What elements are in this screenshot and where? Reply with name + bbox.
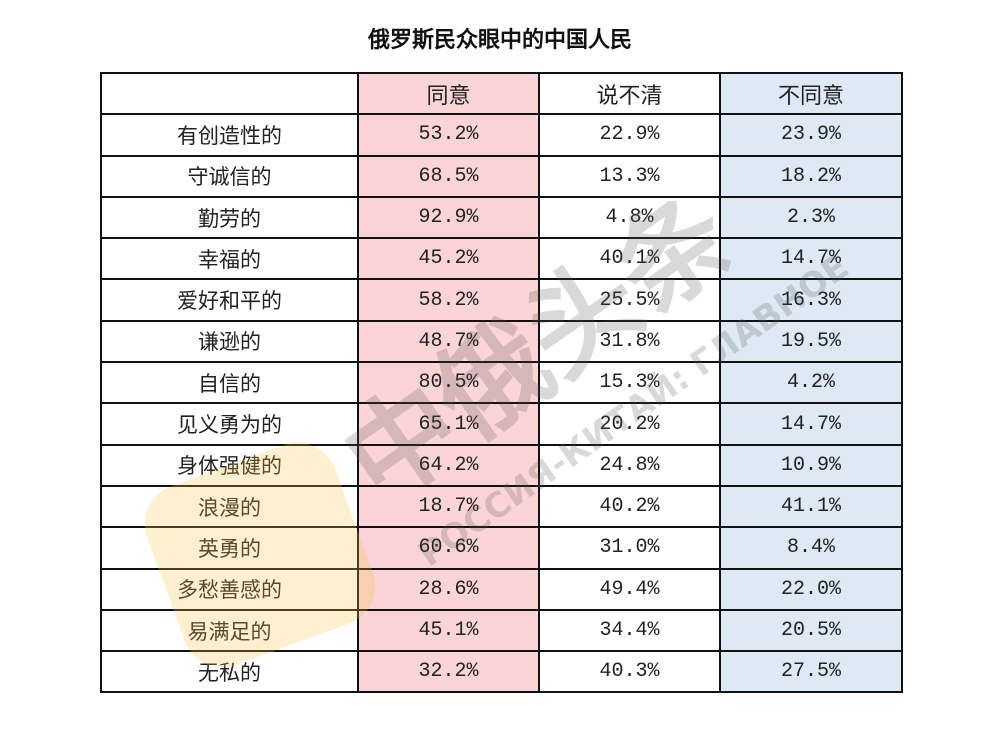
table-row: 幸福的 45.2% 40.1% 14.7%: [100, 237, 903, 281]
value-cell: 15.3%: [538, 361, 721, 405]
value-cell: 31.0%: [538, 526, 721, 570]
value-cell: 80.5%: [357, 361, 540, 405]
value-cell: 16.3%: [719, 278, 903, 322]
value-cell: 31.8%: [538, 319, 721, 364]
value-cell: 8.4%: [719, 526, 903, 570]
table-row: 守诚信的 68.5% 13.3% 18.2%: [100, 154, 903, 198]
value-cell: 40.3%: [538, 650, 721, 694]
row-label: 英勇的: [100, 526, 359, 570]
value-cell: 23.9%: [719, 113, 903, 157]
table-row: 浪漫的 18.7% 40.2% 41.1%: [100, 484, 903, 529]
value-cell: 53.2%: [357, 113, 540, 157]
table-row: 多愁善感的 28.6% 49.4% 22.0%: [100, 567, 903, 611]
value-cell: 2.3%: [719, 195, 903, 240]
survey-table: 同意 说不清 不同意 有创造性的 53.2% 22.9% 23.9% 守诚信的 68.5%…: [100, 71, 903, 694]
row-label: 无私的: [100, 650, 359, 694]
value-cell: 22.9%: [538, 113, 721, 157]
table-row: 英勇的 60.6% 31.0% 8.4%: [100, 526, 903, 570]
row-label: 自信的: [100, 361, 359, 405]
table-row: 见义勇为的 65.1% 20.2% 14.7%: [100, 402, 903, 446]
row-label: 守诚信的: [100, 154, 359, 198]
value-cell: 25.5%: [538, 278, 721, 322]
value-cell: 27.5%: [719, 650, 903, 694]
value-cell: 10.9%: [719, 443, 903, 487]
value-cell: 20.5%: [719, 608, 903, 653]
value-cell: 65.1%: [357, 402, 540, 446]
column-header: 说不清: [538, 71, 721, 116]
value-cell: 49.4%: [538, 567, 721, 611]
value-cell: 45.1%: [357, 608, 540, 653]
value-cell: 13.3%: [538, 154, 721, 198]
value-cell: 24.8%: [538, 443, 721, 487]
value-cell: 34.4%: [538, 608, 721, 653]
row-label: 浪漫的: [100, 484, 359, 529]
value-cell: 22.0%: [719, 567, 903, 611]
column-header: 不同意: [719, 71, 903, 116]
table-row: 身体强健的 64.2% 24.8% 10.9%: [100, 443, 903, 487]
row-label: 易满足的: [100, 608, 359, 653]
row-label: 多愁善感的: [100, 567, 359, 611]
value-cell: 18.7%: [357, 484, 540, 529]
value-cell: 40.1%: [538, 237, 721, 281]
value-cell: 14.7%: [719, 237, 903, 281]
value-cell: 4.8%: [538, 195, 721, 240]
table-row: 易满足的 45.1% 34.4% 20.5%: [100, 608, 903, 653]
value-cell: 92.9%: [357, 195, 540, 240]
row-label: 见义勇为的: [100, 402, 359, 446]
value-cell: 45.2%: [357, 237, 540, 281]
row-label: 谦逊的: [100, 319, 359, 364]
row-label: 身体强健的: [100, 443, 359, 487]
row-label: 勤劳的: [100, 195, 359, 240]
value-cell: 19.5%: [719, 319, 903, 364]
table-row: 有创造性的 53.2% 22.9% 23.9%: [100, 113, 903, 157]
value-cell: 40.2%: [538, 484, 721, 529]
value-cell: 20.2%: [538, 402, 721, 446]
value-cell: 14.7%: [719, 402, 903, 446]
value-cell: 48.7%: [357, 319, 540, 364]
table-row: 爱好和平的 58.2% 25.5% 16.3%: [100, 278, 903, 322]
table-row: 自信的 80.5% 15.3% 4.2%: [100, 361, 903, 405]
value-cell: 68.5%: [357, 154, 540, 198]
value-cell: 60.6%: [357, 526, 540, 570]
corner-cell: [100, 71, 359, 116]
title: 俄罗斯民众眼中的中国人民: [367, 28, 632, 53]
table-row: 无私的 32.2% 40.3% 27.5%: [100, 650, 903, 694]
value-cell: 28.6%: [357, 567, 540, 611]
value-cell: 41.1%: [719, 484, 903, 529]
row-label: 爱好和平的: [100, 278, 359, 322]
value-cell: 58.2%: [357, 278, 540, 322]
value-cell: 18.2%: [719, 154, 903, 198]
value-cell: 32.2%: [357, 650, 540, 694]
column-header: 同意: [357, 71, 540, 116]
header-row: 同意 说不清 不同意: [100, 71, 903, 116]
table-row: 谦逊的 48.7% 31.8% 19.5%: [100, 319, 903, 364]
row-label: 有创造性的: [100, 113, 359, 157]
row-label: 幸福的: [100, 237, 359, 281]
table-row: 勤劳的 92.9% 4.8% 2.3%: [100, 195, 903, 240]
value-cell: 4.2%: [719, 361, 903, 405]
value-cell: 64.2%: [357, 443, 540, 487]
